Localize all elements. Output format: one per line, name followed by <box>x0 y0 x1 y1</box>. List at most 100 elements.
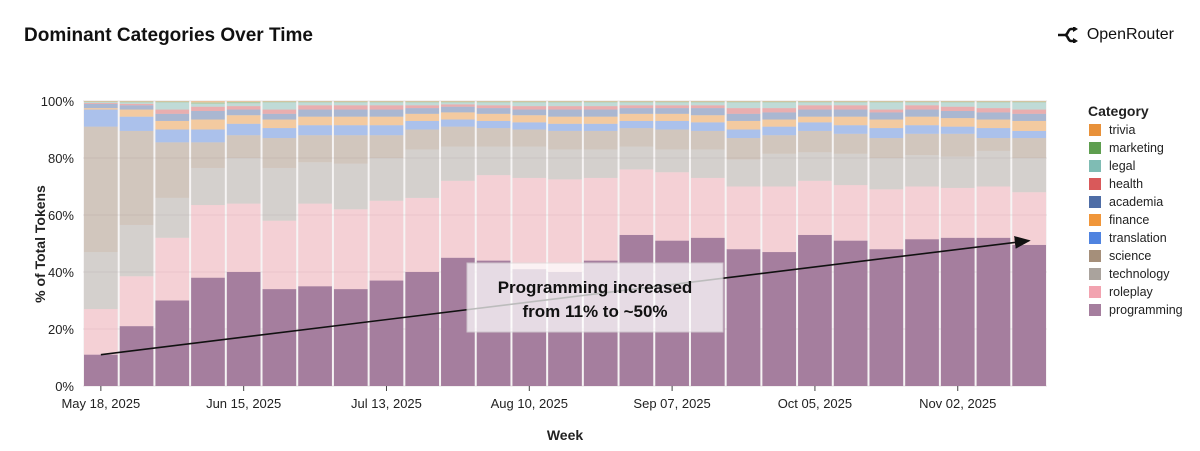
bar-trivia <box>798 101 832 102</box>
bar-translation <box>333 125 368 136</box>
bar-translation <box>798 122 832 131</box>
bar-roleplay <box>333 209 368 290</box>
legend-item-marketing[interactable]: marketing <box>1089 141 1164 155</box>
bar-finance <box>84 108 118 110</box>
bar-technology <box>1012 158 1046 193</box>
bar-translation <box>940 126 975 134</box>
bar-roleplay <box>262 220 297 290</box>
legend-item-finance[interactable]: finance <box>1089 213 1149 227</box>
legend-swatch <box>1089 268 1101 280</box>
legend-item-health[interactable]: health <box>1089 177 1143 191</box>
bar-stack <box>548 101 582 386</box>
bar-trivia <box>155 101 190 102</box>
bar-legal <box>583 102 618 107</box>
x-tick-label: Jun 15, 2025 <box>206 396 281 411</box>
bar-programming <box>369 280 404 386</box>
bar-science <box>976 138 1011 151</box>
bar-stack <box>798 101 832 386</box>
legend-item-academia[interactable]: academia <box>1089 195 1163 209</box>
openrouter-arrows-icon <box>1057 27 1078 43</box>
bar-academia <box>405 108 440 114</box>
bar-science <box>869 138 904 158</box>
y-tick-label: 60% <box>48 208 74 223</box>
bar-science <box>940 133 975 157</box>
bar-finance <box>191 119 225 130</box>
bar-programming <box>226 272 261 386</box>
bar-legal <box>1012 102 1046 110</box>
bar-marketing <box>619 101 654 103</box>
bar-programming <box>333 289 368 386</box>
legend-item-roleplay[interactable]: roleplay <box>1089 285 1154 299</box>
bar-translation <box>869 128 904 139</box>
bar-translation <box>619 120 654 129</box>
x-tick-label: Jul 13, 2025 <box>351 396 422 411</box>
bar-health <box>226 106 261 110</box>
bar-finance <box>476 113 511 121</box>
legend-item-technology[interactable]: technology <box>1089 267 1170 281</box>
bar-programming <box>1012 244 1046 386</box>
bar-technology <box>833 153 868 186</box>
legend-item-trivia[interactable]: trivia <box>1089 123 1135 137</box>
bar-finance <box>798 116 832 123</box>
bar-stack <box>369 101 404 386</box>
legend-swatch <box>1089 214 1101 226</box>
bar-trivia <box>512 101 547 102</box>
legend-item-translation[interactable]: translation <box>1089 231 1167 245</box>
bar-health <box>333 105 368 110</box>
bar-science <box>119 130 154 225</box>
legend-item-science[interactable]: science <box>1089 249 1151 263</box>
x-axis-label: Week <box>547 427 584 443</box>
bar-legal <box>726 102 761 109</box>
bar-academia <box>84 103 118 109</box>
bar-trivia <box>1012 101 1046 102</box>
bar-finance <box>655 113 689 121</box>
bar-roleplay <box>726 186 761 250</box>
legend-item-programming[interactable]: programming <box>1089 303 1183 317</box>
bar-marketing <box>476 101 511 103</box>
bar-science <box>262 138 297 168</box>
bar-technology <box>940 156 975 188</box>
bar-translation <box>476 120 511 129</box>
bar-stack <box>726 101 761 386</box>
bar-trivia <box>976 101 1011 102</box>
bar-science <box>226 135 261 158</box>
bar-health <box>798 105 832 110</box>
bar-academia <box>833 109 868 117</box>
bar-stack <box>119 101 154 386</box>
legend-item-legal[interactable]: legal <box>1089 159 1135 173</box>
y-axis-ticks: 0% 20% 40% 60% 80% 100% <box>41 94 75 394</box>
bar-marketing <box>976 101 1011 103</box>
bar-health <box>262 109 297 114</box>
bar-programming <box>940 237 975 386</box>
bar-legal <box>798 102 832 106</box>
bar-trivia <box>762 101 797 102</box>
bar-legal <box>762 102 797 109</box>
bar-roleplay <box>512 177 547 270</box>
bar-technology <box>226 158 261 204</box>
bar-science <box>512 129 547 147</box>
bar-science <box>84 126 118 253</box>
bar-health <box>940 106 975 111</box>
bar-health <box>298 105 332 110</box>
bar-stack <box>191 101 225 386</box>
bar-translation <box>726 129 761 139</box>
bar-science <box>405 129 440 150</box>
bar-academia <box>512 109 547 116</box>
bar-trivia <box>690 101 725 102</box>
bar-translation <box>119 116 154 131</box>
bar-translation <box>512 122 547 130</box>
openrouter-logo[interactable]: OpenRouter <box>1057 26 1174 44</box>
bar-roleplay <box>226 203 261 272</box>
bar-stack <box>333 101 368 386</box>
bar-trivia <box>583 101 618 102</box>
bar-technology <box>476 146 511 176</box>
legend-label: science <box>1109 249 1151 263</box>
bar-science <box>690 130 725 150</box>
bar-academia <box>119 105 154 110</box>
bar-programming <box>762 252 797 386</box>
annotation-text: Programming increased <box>498 278 693 297</box>
bar-trivia <box>940 101 975 102</box>
bar-academia <box>1012 113 1046 121</box>
bar-technology <box>655 149 689 173</box>
